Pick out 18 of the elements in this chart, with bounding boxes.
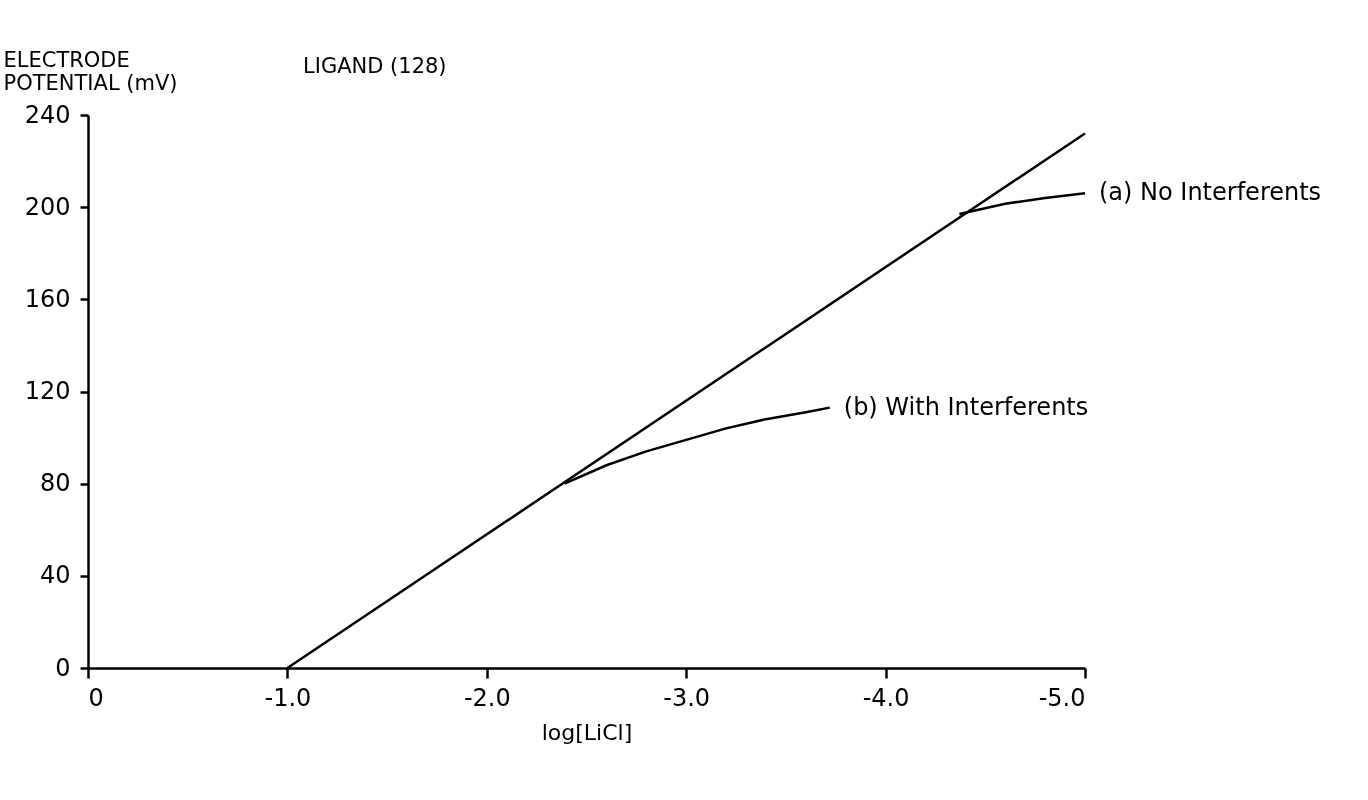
x-tick-label: 0 (88, 683, 104, 712)
x-tick-label: -5.0 (1038, 683, 1086, 712)
y-tick-label: 80 (39, 469, 71, 498)
y-tick-label: 240 (24, 100, 71, 129)
x-tick-label: -1.0 (264, 683, 312, 712)
y-axis-title: ELECTRODE POTENTIAL (mV) (3, 47, 178, 95)
series-label: (a) No Interferents (1099, 178, 1322, 207)
x-tick-label: -3.0 (663, 683, 711, 712)
y-tick-label: 160 (24, 284, 71, 313)
y-tick-label: 40 (39, 561, 71, 590)
y-tick-label: 0 (55, 653, 71, 682)
y-tick-label: 200 (24, 192, 71, 221)
chart-title: LIGAND (128) (303, 54, 447, 78)
x-tick-label: -4.0 (862, 683, 910, 712)
x-axis-title: log[LiCl] (541, 719, 633, 745)
x-tick-label: -2.0 (463, 683, 511, 712)
series-label: (b) With Interferents (843, 392, 1089, 421)
y-tick-label: 120 (24, 377, 71, 405)
